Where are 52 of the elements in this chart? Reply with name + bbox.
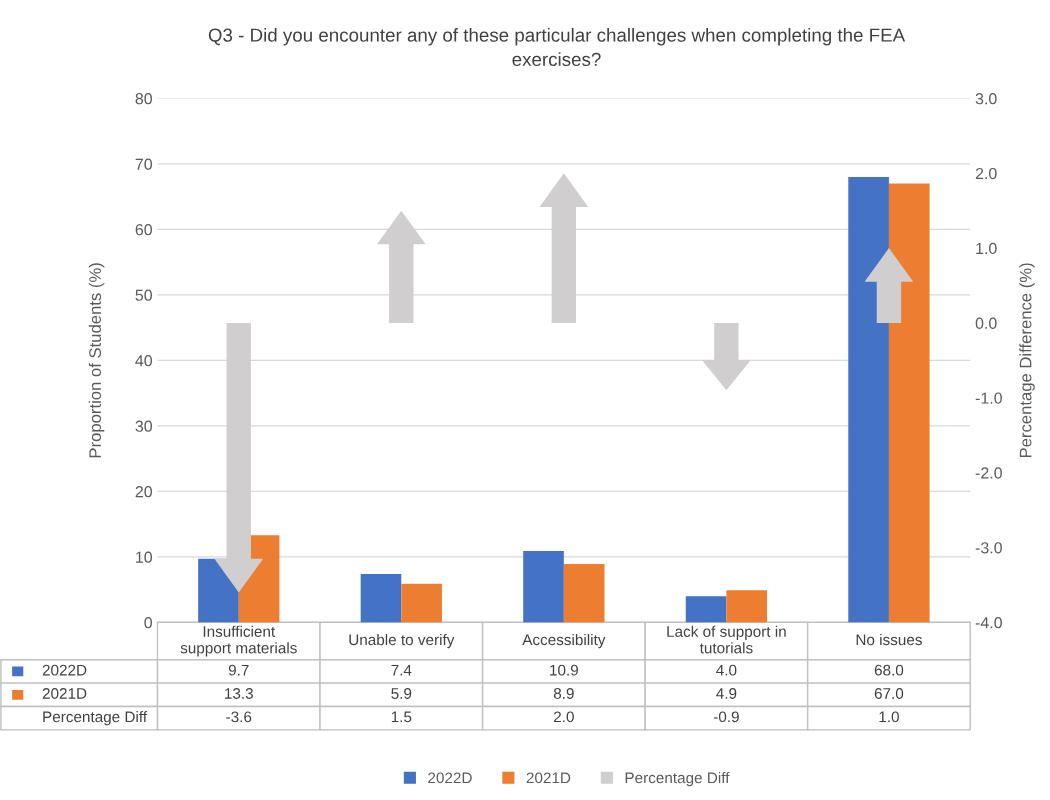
y2-tick-label: -4.0 xyxy=(975,617,1002,629)
data-label: -0.9 xyxy=(713,711,739,723)
legend-label: 2022D xyxy=(42,664,87,676)
data-label: 1.0 xyxy=(879,711,899,723)
data-label: 9.7 xyxy=(228,664,249,676)
bar xyxy=(523,551,564,623)
data-label: 13.3 xyxy=(225,688,253,699)
bar xyxy=(360,573,402,623)
x-tick-label: Insufficient support materials xyxy=(180,625,297,657)
data-label: 67.0 xyxy=(874,688,904,699)
y2-tick-label: -1.0 xyxy=(975,392,1002,404)
x-tick-label: Unable to verify xyxy=(349,633,455,649)
legend-label: Percentage Diff xyxy=(625,772,730,787)
text: 2022D xyxy=(428,772,472,784)
data-label: 4.9 xyxy=(716,688,737,699)
y-tick-label: 30 xyxy=(135,420,153,432)
y-tick-label: 80 xyxy=(135,93,153,105)
data-label: 1.5 xyxy=(391,711,412,723)
y-tick-label: 10 xyxy=(136,551,153,563)
data-label: 68.0 xyxy=(874,664,904,676)
bar xyxy=(401,583,442,623)
text: Percentage Diff xyxy=(43,711,148,726)
data-label: 2.0 xyxy=(554,711,574,723)
y2-tick-label: -2.0 xyxy=(975,467,1002,479)
x-tick-label: Accessibility xyxy=(522,633,606,649)
legend-label: 2021D xyxy=(526,772,571,784)
y2-tick-label: 1.0 xyxy=(976,242,997,255)
y-tick-label: 50 xyxy=(135,289,153,301)
y-tick-label: 70 xyxy=(135,158,153,170)
y2-axis-title: Percentage Difference (%) xyxy=(1019,263,1035,458)
y2-tick-label: 2.0 xyxy=(975,167,997,180)
data-label: 4.0 xyxy=(716,664,737,676)
y-tick-label: 0 xyxy=(144,617,153,629)
y-tick-label: 60 xyxy=(135,224,153,236)
bar xyxy=(685,596,727,623)
y2-tick-label: -3.0 xyxy=(975,542,1002,554)
y-tick-label: 40 xyxy=(135,355,153,367)
y2-tick-label: 0.0 xyxy=(975,317,997,329)
x-tick-label: Lack of support in tutorials xyxy=(667,625,786,654)
data-label: 10.9 xyxy=(550,664,578,676)
chart-title: Q3 - Did you encounter any of these particular challenges when completing the FEA exercises? xyxy=(208,28,906,67)
y-axis-title: Proportion of Students (%) xyxy=(88,263,105,458)
bar xyxy=(726,590,768,623)
x-tick-label: No issues xyxy=(856,633,922,646)
data-label: 8.9 xyxy=(553,688,574,699)
y-tick-label: 20 xyxy=(135,486,153,498)
data-label: 7.4 xyxy=(391,664,412,676)
y2-tick-label: 3.0 xyxy=(975,93,997,105)
bar xyxy=(563,564,605,623)
data-label: -3.6 xyxy=(226,711,252,723)
data-label: 5.9 xyxy=(391,688,412,699)
text: 2021D xyxy=(42,688,87,699)
